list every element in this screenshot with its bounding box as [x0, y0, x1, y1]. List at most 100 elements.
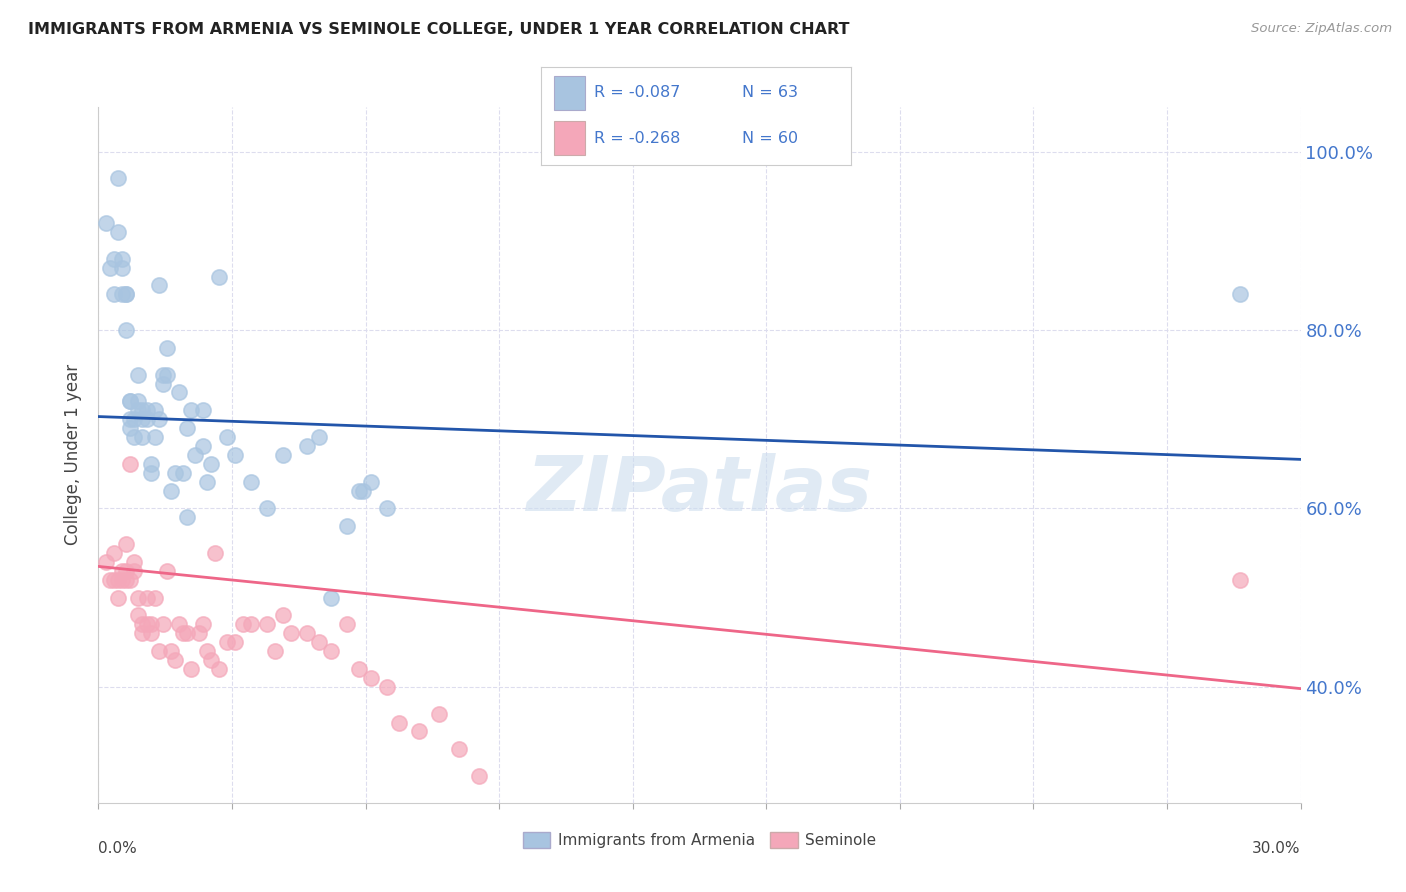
Point — [152, 368, 174, 382]
Y-axis label: College, Under 1 year: College, Under 1 year — [65, 364, 83, 546]
Text: IMMIGRANTS FROM ARMENIA VS SEMINOLE COLLEGE, UNDER 1 YEAR CORRELATION CHART: IMMIGRANTS FROM ARMENIA VS SEMINOLE COLL… — [28, 22, 849, 37]
Point — [96, 216, 118, 230]
Text: N = 63: N = 63 — [742, 86, 799, 101]
Point — [180, 403, 202, 417]
Point — [120, 457, 142, 471]
Point — [139, 626, 162, 640]
Point — [124, 430, 146, 444]
Point — [224, 448, 246, 462]
Point — [111, 287, 134, 301]
FancyBboxPatch shape — [554, 76, 585, 110]
Point — [155, 564, 177, 578]
Point — [172, 626, 194, 640]
Point — [120, 573, 142, 587]
Point — [152, 376, 174, 391]
Point — [128, 394, 150, 409]
Text: R = -0.268: R = -0.268 — [593, 130, 681, 145]
Point — [360, 475, 382, 489]
Point — [111, 564, 134, 578]
Point — [191, 439, 214, 453]
Point — [115, 573, 138, 587]
Point — [120, 394, 142, 409]
Point — [128, 591, 150, 605]
Text: 30.0%: 30.0% — [1253, 841, 1301, 856]
Point — [143, 430, 166, 444]
Point — [111, 573, 134, 587]
Point — [183, 448, 205, 462]
Point — [115, 287, 138, 301]
Point — [111, 260, 134, 275]
Point — [256, 501, 278, 516]
Point — [135, 412, 157, 426]
Point — [1229, 573, 1251, 587]
Text: 0.0%: 0.0% — [98, 841, 138, 856]
Point — [131, 626, 153, 640]
Point — [135, 403, 157, 417]
Point — [308, 635, 330, 649]
Point — [107, 225, 129, 239]
Point — [148, 278, 170, 293]
Point — [120, 412, 142, 426]
Point — [155, 341, 177, 355]
Text: R = -0.087: R = -0.087 — [593, 86, 681, 101]
Point — [155, 368, 177, 382]
Point — [103, 546, 125, 560]
Point — [347, 662, 370, 676]
Point — [176, 421, 198, 435]
Point — [111, 252, 134, 266]
Point — [103, 287, 125, 301]
Point — [176, 510, 198, 524]
Point — [271, 608, 294, 623]
Point — [120, 394, 142, 409]
Point — [115, 287, 138, 301]
Point — [167, 385, 190, 400]
Point — [128, 368, 150, 382]
Text: Source: ZipAtlas.com: Source: ZipAtlas.com — [1251, 22, 1392, 36]
Point — [215, 635, 238, 649]
Point — [232, 617, 254, 632]
Point — [167, 617, 190, 632]
Point — [176, 626, 198, 640]
Point — [208, 662, 231, 676]
Point — [336, 519, 359, 533]
Point — [107, 591, 129, 605]
Point — [124, 555, 146, 569]
Point — [280, 626, 302, 640]
Point — [148, 412, 170, 426]
Point — [128, 608, 150, 623]
Point — [131, 617, 153, 632]
Point — [100, 573, 122, 587]
Point — [103, 573, 125, 587]
Point — [347, 483, 370, 498]
Point — [139, 617, 162, 632]
Point — [180, 662, 202, 676]
Point — [200, 457, 222, 471]
Point — [115, 323, 138, 337]
Point — [143, 591, 166, 605]
Point — [295, 439, 318, 453]
Point — [427, 706, 450, 721]
Point — [195, 475, 218, 489]
Point — [100, 260, 122, 275]
Point — [124, 564, 146, 578]
Point — [103, 252, 125, 266]
Point — [115, 564, 138, 578]
Point — [131, 430, 153, 444]
Point — [208, 269, 231, 284]
Point — [200, 653, 222, 667]
Point — [195, 644, 218, 658]
Point — [163, 466, 186, 480]
Point — [360, 671, 382, 685]
Point — [191, 617, 214, 632]
Point — [468, 769, 491, 783]
Point — [135, 617, 157, 632]
Text: ZIPatlas: ZIPatlas — [526, 453, 873, 526]
Point — [139, 466, 162, 480]
Point — [388, 715, 411, 730]
Point — [408, 724, 430, 739]
Point — [152, 617, 174, 632]
Point — [224, 635, 246, 649]
Point — [447, 742, 470, 756]
Point — [131, 403, 153, 417]
Point — [159, 483, 181, 498]
